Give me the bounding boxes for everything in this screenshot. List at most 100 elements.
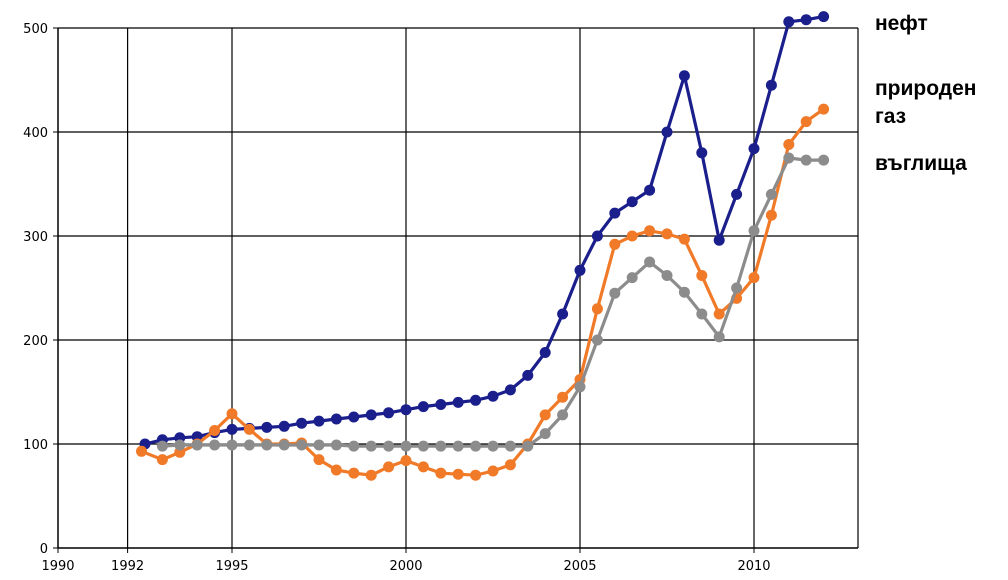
data-point bbox=[765, 188, 777, 200]
series-lines bbox=[136, 11, 830, 481]
data-point bbox=[678, 233, 690, 245]
data-point bbox=[539, 347, 551, 358]
data-point bbox=[818, 11, 830, 23]
data-point bbox=[731, 282, 743, 294]
data-point bbox=[261, 439, 273, 451]
data-point bbox=[330, 413, 342, 425]
data-point bbox=[609, 207, 621, 219]
data-point bbox=[783, 152, 795, 164]
data-point bbox=[713, 308, 725, 320]
data-point bbox=[278, 420, 290, 432]
data-point bbox=[644, 184, 656, 196]
data-point bbox=[626, 196, 638, 208]
data-point bbox=[383, 407, 395, 419]
data-point bbox=[296, 439, 308, 451]
data-point bbox=[209, 439, 221, 451]
data-point bbox=[591, 334, 603, 346]
data-point bbox=[818, 103, 830, 115]
data-point bbox=[748, 272, 760, 284]
data-point bbox=[487, 390, 499, 402]
data-point bbox=[504, 440, 516, 452]
data-point bbox=[348, 440, 360, 452]
data-point bbox=[261, 421, 273, 433]
data-point bbox=[156, 454, 168, 466]
data-point bbox=[591, 303, 603, 315]
axes: 0 100 200 300 400 500 1990 1992 1995 2000 2005 2010 bbox=[23, 22, 859, 574]
series-2 bbox=[136, 103, 830, 481]
data-point bbox=[609, 238, 621, 250]
x-tick-label: 2005 bbox=[563, 559, 596, 574]
data-point bbox=[383, 461, 395, 473]
y-tick-label: 300 bbox=[23, 230, 48, 245]
data-point bbox=[243, 439, 255, 451]
data-point bbox=[470, 440, 482, 452]
data-point bbox=[313, 454, 325, 466]
series-3 bbox=[156, 152, 830, 452]
data-point bbox=[435, 440, 447, 452]
data-point bbox=[313, 415, 325, 427]
grid bbox=[58, 27, 858, 548]
data-point bbox=[522, 369, 534, 381]
data-point bbox=[539, 409, 551, 421]
data-point bbox=[330, 439, 342, 451]
data-point bbox=[136, 445, 147, 457]
data-point bbox=[365, 440, 377, 452]
data-point bbox=[748, 143, 760, 155]
data-point bbox=[574, 381, 586, 393]
data-point bbox=[348, 411, 360, 423]
data-point bbox=[748, 225, 760, 237]
data-point bbox=[243, 423, 255, 435]
data-point bbox=[435, 399, 447, 410]
data-point bbox=[644, 225, 656, 237]
data-point bbox=[522, 440, 534, 452]
data-point bbox=[400, 440, 412, 452]
data-point bbox=[383, 440, 395, 452]
data-point bbox=[678, 286, 690, 298]
data-point bbox=[818, 154, 830, 166]
legend-label: газ bbox=[875, 105, 906, 128]
data-point bbox=[400, 455, 412, 467]
data-point bbox=[661, 228, 673, 240]
data-point bbox=[661, 270, 673, 281]
data-point bbox=[696, 270, 708, 281]
data-point bbox=[313, 439, 325, 451]
data-point bbox=[626, 272, 638, 284]
data-point bbox=[504, 459, 516, 471]
data-point bbox=[226, 423, 238, 435]
data-point bbox=[574, 264, 586, 276]
data-point bbox=[731, 188, 743, 200]
data-point bbox=[226, 408, 238, 420]
data-point bbox=[417, 401, 429, 413]
data-point bbox=[696, 147, 708, 159]
y-tick-label: 0 bbox=[40, 542, 48, 557]
x-tick-label: 2010 bbox=[737, 559, 770, 574]
data-point bbox=[783, 139, 795, 150]
data-point bbox=[626, 230, 638, 242]
data-point bbox=[765, 79, 777, 91]
series-line bbox=[143, 15, 826, 446]
legend: нефт природен газ въглища bbox=[875, 12, 977, 175]
data-point bbox=[174, 439, 186, 451]
legend-label: нефт bbox=[875, 12, 928, 35]
y-tick-label: 400 bbox=[23, 126, 48, 141]
data-point bbox=[400, 404, 412, 416]
data-point bbox=[226, 439, 238, 451]
data-point bbox=[470, 469, 482, 481]
data-point bbox=[557, 409, 569, 421]
data-point bbox=[487, 465, 499, 477]
x-tick-label: 1990 bbox=[41, 559, 74, 574]
data-point bbox=[191, 439, 203, 451]
data-point bbox=[557, 308, 569, 320]
y-tick-label: 500 bbox=[23, 22, 48, 37]
data-point bbox=[678, 70, 690, 82]
data-point bbox=[504, 384, 516, 396]
data-point bbox=[591, 230, 603, 242]
data-point bbox=[348, 467, 360, 479]
data-point bbox=[452, 440, 464, 452]
data-point bbox=[278, 439, 290, 451]
data-point bbox=[713, 331, 725, 343]
data-point bbox=[209, 425, 221, 436]
data-point bbox=[783, 16, 795, 28]
